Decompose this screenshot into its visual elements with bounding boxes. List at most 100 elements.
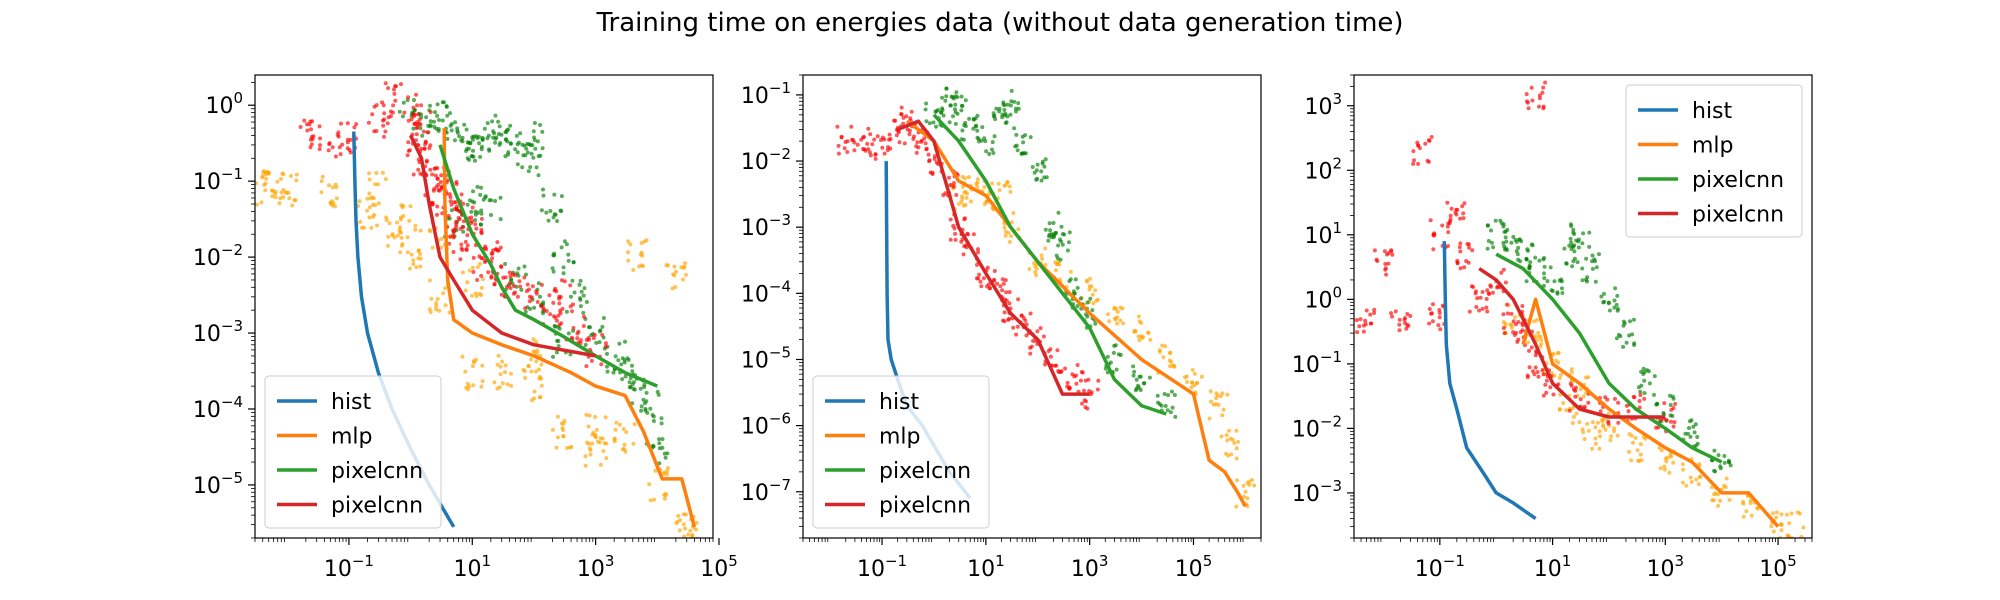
scatter-point: [536, 173, 541, 178]
scatter-point: [498, 364, 503, 369]
scatter-point: [1584, 277, 1589, 282]
scatter-point: [541, 300, 546, 305]
scatter-point: [1642, 391, 1647, 395]
scatter-point: [509, 141, 513, 146]
scatter-point: [287, 196, 292, 201]
scatter-point: [959, 94, 964, 99]
scatter-point: [577, 282, 582, 287]
scatter-point: [657, 461, 662, 466]
scatter-point: [1562, 246, 1567, 251]
scatter-point: [441, 291, 446, 296]
scatter-point: [374, 171, 379, 175]
scatter-point: [1771, 529, 1776, 534]
scatter-point: [537, 395, 542, 400]
scatter-point: [1437, 315, 1442, 320]
legend-label: mlp: [1692, 134, 1734, 159]
scatter-point: [1613, 396, 1617, 401]
scatter-point: [1532, 319, 1536, 324]
scatter-point: [862, 134, 867, 139]
scatter-point: [1091, 301, 1096, 306]
scatter-point: [1048, 228, 1053, 233]
scatter-point: [1529, 345, 1534, 350]
scatter-point: [1501, 267, 1506, 272]
scatter-point: [1516, 337, 1521, 342]
scatter-point: [1502, 331, 1507, 336]
scatter-point: [1557, 376, 1562, 380]
scatter-point: [979, 284, 984, 289]
scatter-point: [1214, 402, 1219, 407]
scatter-point: [597, 340, 602, 345]
scatter-point: [557, 301, 562, 306]
scatter-point: [302, 118, 307, 123]
scatter-point: [1516, 257, 1521, 262]
scatter-point: [1011, 211, 1016, 215]
scatter-point: [1485, 309, 1490, 314]
scatter-point: [497, 385, 502, 390]
scatter-point: [562, 239, 567, 244]
scatter-point: [1157, 402, 1162, 407]
scatter-point: [959, 239, 964, 244]
scatter-point: [1065, 248, 1070, 253]
scatter-point: [1722, 460, 1727, 465]
y-tick-label: 10−2: [1292, 412, 1342, 442]
scatter-point: [923, 141, 928, 146]
scatter-point: [683, 261, 687, 266]
scatter-point: [1659, 448, 1664, 453]
scatter-point: [1480, 306, 1485, 311]
scatter-point: [1245, 496, 1250, 501]
scatter-point: [1002, 225, 1007, 230]
scatter-point: [1009, 88, 1014, 93]
scatter-point: [653, 468, 658, 473]
scatter-point: [1517, 237, 1522, 242]
scatter-point: [470, 293, 474, 298]
scatter-point: [1590, 266, 1595, 271]
scatter-point: [1411, 161, 1416, 166]
scatter-point: [1093, 321, 1098, 326]
series-line-3: [438, 144, 658, 388]
scatter-point: [880, 135, 885, 140]
scatter-point: [582, 314, 586, 319]
scatter-point: [385, 121, 390, 126]
scatter-point: [1190, 380, 1195, 385]
scatter-point: [1580, 427, 1585, 432]
scatter-point: [1163, 344, 1168, 349]
scatter-point: [492, 282, 497, 287]
scatter-point: [457, 217, 462, 222]
scatter-point: [1035, 162, 1040, 167]
scatter-point: [500, 381, 505, 386]
scatter-point: [554, 350, 559, 355]
scatter-point: [954, 193, 959, 197]
scatter-point: [1012, 126, 1017, 131]
scatter-point: [1535, 318, 1539, 322]
scatter-point: [1624, 403, 1629, 408]
scatter-point: [334, 196, 339, 201]
scatter-point: [434, 301, 439, 305]
scatter-point: [1095, 297, 1100, 302]
scatter-point: [453, 206, 458, 211]
scatter-point: [1243, 489, 1248, 494]
scatter-point: [1569, 367, 1574, 372]
scatter-point: [413, 121, 417, 126]
scatter-point: [1549, 288, 1554, 293]
scatter-point: [418, 256, 423, 261]
scatter-point: [656, 392, 661, 397]
scatter-point: [400, 114, 405, 119]
scatter-point: [1460, 204, 1465, 209]
scatter-point: [369, 225, 374, 230]
scatter-point: [383, 129, 388, 134]
scatter-point: [1059, 224, 1064, 229]
scatter-point: [498, 195, 503, 200]
scatter-point: [672, 273, 677, 278]
scatter-point: [503, 370, 507, 375]
scatter-point: [966, 232, 970, 237]
scatter-point: [1639, 458, 1644, 463]
scatter-point: [370, 112, 375, 117]
scatter-point: [1361, 329, 1366, 334]
scatter-point: [1538, 344, 1543, 349]
scatter-point: [387, 221, 392, 226]
scatter-point: [470, 364, 475, 369]
scatter-point: [471, 189, 475, 194]
scatter-point: [1574, 411, 1579, 416]
scatter-point: [432, 124, 437, 129]
scatter-point: [1067, 230, 1072, 235]
